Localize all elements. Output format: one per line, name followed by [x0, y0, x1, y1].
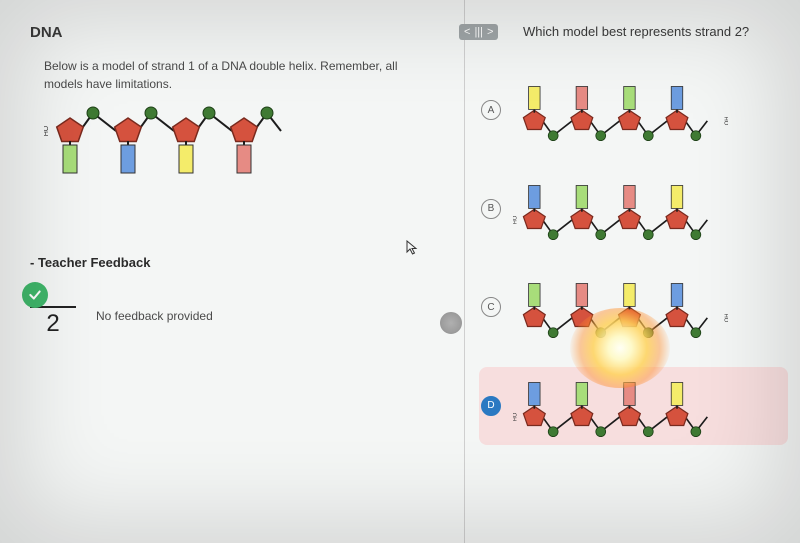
prompt-strand: HO [44, 101, 446, 187]
option-strand: HO [513, 75, 728, 146]
question-nav: < ||| > [459, 24, 498, 40]
option-radio[interactable]: D [481, 396, 501, 416]
option-radio[interactable]: A [481, 100, 501, 120]
question-text: Which model best represents strand 2? [523, 24, 788, 39]
answer-option-d[interactable]: D HO [479, 367, 788, 446]
answer-option-b[interactable]: B HO [479, 170, 788, 249]
nav-list-button[interactable]: ||| [474, 26, 483, 38]
record-indicator-icon [440, 312, 462, 334]
left-panel: DNA Below is a model of strand 1 of a DN… [0, 0, 464, 543]
feedback-heading: - Teacher Feedback [30, 255, 446, 270]
option-radio[interactable]: B [481, 199, 501, 219]
page-title: DNA [30, 24, 446, 41]
nav-next-button[interactable]: > [487, 26, 493, 38]
svg-text:HO: HO [723, 117, 728, 126]
answer-option-c[interactable]: C HO [479, 268, 788, 347]
score-denominator: 2 [46, 310, 59, 338]
svg-text:HO: HO [513, 412, 518, 421]
option-strand: HO [513, 174, 728, 245]
answer-option-a[interactable]: A HO [479, 71, 788, 150]
answers-list: A HO B HO C HO D HO [479, 71, 788, 445]
right-panel: < ||| > Which model best represents stra… [464, 0, 800, 543]
score-block: 2 [30, 294, 76, 338]
svg-text:HO: HO [513, 215, 518, 224]
option-strand: HO [513, 371, 728, 442]
svg-text:HO: HO [44, 125, 50, 136]
cursor-icon [406, 240, 420, 259]
option-radio[interactable]: C [481, 297, 501, 317]
svg-text:HO: HO [723, 314, 728, 323]
feedback-text: No feedback provided [96, 309, 213, 323]
intro-text: Below is a model of strand 1 of a DNA do… [44, 57, 416, 93]
nav-prev-button[interactable]: < [464, 26, 470, 38]
option-strand: HO [513, 272, 728, 343]
check-icon [22, 282, 48, 308]
feedback-row: 2 No feedback provided [30, 294, 446, 338]
